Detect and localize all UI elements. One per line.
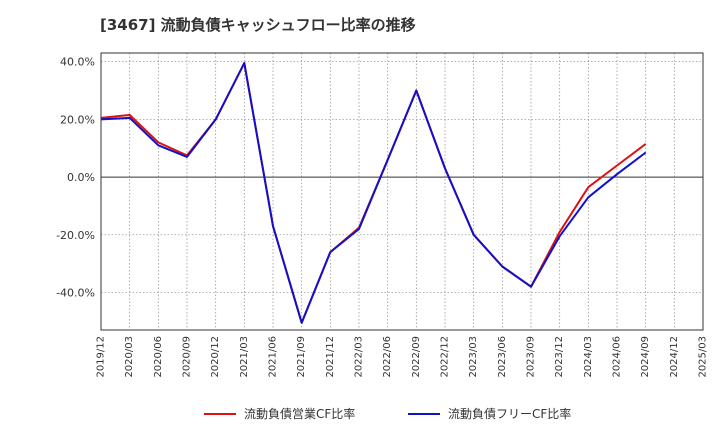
grid-layer xyxy=(101,53,703,330)
x-tick-label: 2020/03 xyxy=(124,336,135,378)
x-tick-label: 2022/03 xyxy=(354,336,365,378)
x-tick-label: 2024/12 xyxy=(669,336,680,378)
x-tick-label: 2019/12 xyxy=(96,336,107,378)
x-tick-labels: 2019/12 2020/03 2020/06 2020/09 2020/12 2021/… xyxy=(96,336,709,378)
x-tick-label: 2021/09 xyxy=(296,336,307,378)
legend-label-1: 流動負債営業CF比率 xyxy=(244,406,355,421)
x-tick-label: 2021/12 xyxy=(325,336,336,378)
y-tick-label: -40.0% xyxy=(56,286,95,299)
series-layer xyxy=(100,62,647,324)
x-tick-label: 2022/06 xyxy=(382,336,393,378)
x-tick-label: 2022/09 xyxy=(411,336,422,378)
x-tick-label: 2025/03 xyxy=(698,336,709,378)
legend: 流動負債営業CF比率 流動負債フリーCF比率 xyxy=(204,406,571,421)
x-tick-label: 2022/12 xyxy=(440,336,451,378)
legend-label-2: 流動負債フリーCF比率 xyxy=(448,406,571,421)
x-tick-label: 2020/12 xyxy=(210,336,221,378)
chart-title: [3467] 流動負債キャッシュフロー比率の推移 xyxy=(100,16,416,34)
x-tick-label: 2024/09 xyxy=(640,336,651,378)
y-tick-label: 20.0% xyxy=(60,113,95,126)
series-line-2 xyxy=(100,62,647,324)
x-tick-label: 2023/06 xyxy=(497,336,508,378)
x-tick-label: 2020/06 xyxy=(153,336,164,378)
x-tick-label: 2021/06 xyxy=(268,336,279,378)
x-tick-label: 2020/09 xyxy=(182,336,193,378)
x-tick-label: 2023/03 xyxy=(468,336,479,378)
x-tick-label: 2024/06 xyxy=(612,336,623,378)
y-tick-label: 0.0% xyxy=(67,171,95,184)
y-tick-label: 40.0% xyxy=(60,56,95,69)
x-tick-label: 2023/12 xyxy=(554,336,565,378)
x-tick-label: 2021/03 xyxy=(239,336,250,378)
x-tick-label: 2024/03 xyxy=(583,336,594,378)
y-tick-labels: -40.0% -20.0% 0.0% 20.0% 40.0% xyxy=(56,56,95,300)
y-tick-label: -20.0% xyxy=(56,229,95,242)
plot-frame xyxy=(100,52,704,331)
x-tick-label: 2023/09 xyxy=(526,336,537,378)
